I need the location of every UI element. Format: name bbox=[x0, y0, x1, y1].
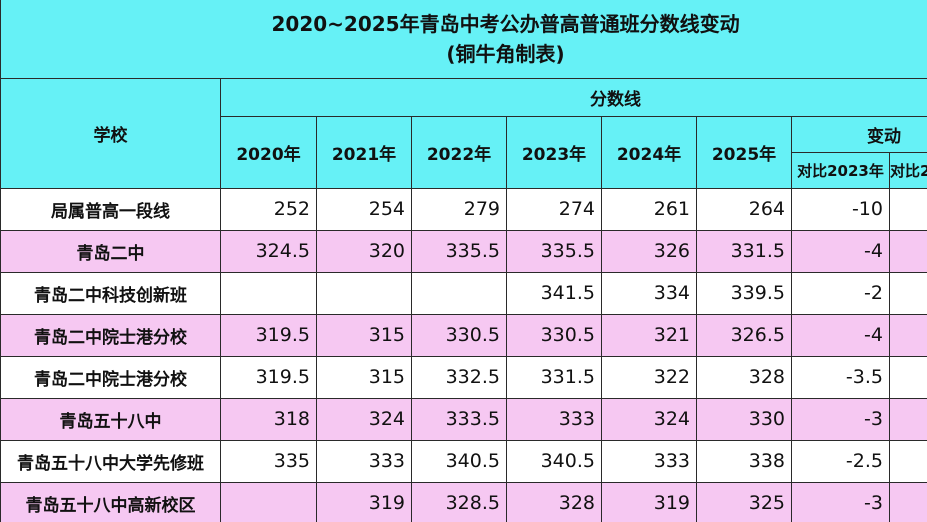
header-year-2023: 2023年 bbox=[506, 115, 602, 189]
change-cell: -2 bbox=[791, 271, 890, 315]
table-row: 青岛二中科技创新班 341.5 334 339.5 -2 bbox=[0, 271, 927, 315]
score-cell: 330.5 bbox=[411, 313, 507, 357]
score-cell: 325 bbox=[696, 481, 792, 522]
change-cell bbox=[888, 229, 927, 273]
change-cell bbox=[888, 313, 927, 357]
score-cell: 331.5 bbox=[506, 355, 602, 399]
score-cell: 333 bbox=[316, 439, 412, 483]
header-school: 学校 bbox=[0, 77, 221, 189]
score-cell: 315 bbox=[316, 313, 412, 357]
score-cell: 330.5 bbox=[506, 313, 602, 357]
score-cell: 333 bbox=[601, 439, 697, 483]
score-cell: 335.5 bbox=[411, 229, 507, 273]
change-cell: -2.5 bbox=[791, 439, 890, 483]
score-cell: 315 bbox=[316, 355, 412, 399]
score-cell: 328 bbox=[696, 355, 792, 399]
change-cell bbox=[888, 481, 927, 522]
row-school-name: 青岛二中科技创新班 bbox=[0, 271, 221, 315]
score-cell: 319 bbox=[601, 481, 697, 522]
header-change-vs-2023: 对比2023年 bbox=[791, 151, 890, 189]
table-row: 青岛二中 324.5 320 335.5 335.5 326 331.5 -4 bbox=[0, 229, 927, 273]
table-row: 局属普高一段线 252 254 279 274 261 264 -10 bbox=[0, 187, 927, 231]
score-cell: 324.5 bbox=[220, 229, 317, 273]
score-cell: 341.5 bbox=[506, 271, 602, 315]
score-cell: 340.5 bbox=[506, 439, 602, 483]
header-year-2020: 2020年 bbox=[220, 115, 317, 189]
score-cell: 328 bbox=[506, 481, 602, 522]
header-scores: 分数线 bbox=[219, 77, 927, 117]
score-cell: 319.5 bbox=[220, 355, 317, 399]
score-cell bbox=[220, 481, 317, 522]
score-cell bbox=[316, 271, 412, 315]
change-cell: -4 bbox=[791, 229, 890, 273]
table-row: 青岛五十八中高新校区 319 328.5 328 319 325 -3 bbox=[0, 481, 927, 522]
change-cell bbox=[888, 439, 927, 483]
score-cell: 335 bbox=[220, 439, 317, 483]
score-cell: 321 bbox=[601, 313, 697, 357]
table-row: 青岛五十八中 318 324 333.5 333 324 330 -3 bbox=[0, 397, 927, 441]
score-cell: 332.5 bbox=[411, 355, 507, 399]
header-change-vs-other: 对比2 bbox=[888, 151, 927, 189]
change-cell bbox=[888, 397, 927, 441]
score-cell: 333.5 bbox=[411, 397, 507, 441]
header-year-2021: 2021年 bbox=[316, 115, 412, 189]
row-school-name: 青岛五十八中高新校区 bbox=[0, 481, 221, 522]
row-school-name: 局属普高一段线 bbox=[0, 187, 221, 231]
table-row: 青岛二中院士港分校 319.5 315 332.5 331.5 322 328 … bbox=[0, 355, 927, 399]
score-cell: 339.5 bbox=[696, 271, 792, 315]
score-cell: 330 bbox=[696, 397, 792, 441]
table-row: 青岛二中院士港分校 319.5 315 330.5 330.5 321 326.… bbox=[0, 313, 927, 357]
score-cell: 333 bbox=[506, 397, 602, 441]
score-cell: 328.5 bbox=[411, 481, 507, 522]
score-cell: 279 bbox=[411, 187, 507, 231]
row-school-name: 青岛二中院士港分校 bbox=[0, 355, 221, 399]
score-cell: 338 bbox=[696, 439, 792, 483]
change-cell bbox=[888, 355, 927, 399]
score-cell: 252 bbox=[220, 187, 317, 231]
change-cell: -3 bbox=[791, 481, 890, 522]
table-row: 青岛五十八中大学先修班 335 333 340.5 340.5 333 338 … bbox=[0, 439, 927, 483]
score-cell bbox=[411, 271, 507, 315]
table-title: 2020~2025年青岛中考公办普高普通班分数线变动 (铜牛角制表) bbox=[0, 0, 927, 79]
header-change: 变动 bbox=[790, 115, 927, 153]
row-school-name: 青岛五十八中大学先修班 bbox=[0, 439, 221, 483]
change-cell: -3 bbox=[791, 397, 890, 441]
change-cell: -4 bbox=[791, 313, 890, 357]
score-cell: 324 bbox=[601, 397, 697, 441]
score-cell: 324 bbox=[316, 397, 412, 441]
score-cell: 274 bbox=[506, 187, 602, 231]
change-cell: -3.5 bbox=[791, 355, 890, 399]
header-year-2025: 2025年 bbox=[696, 115, 792, 189]
score-cell: 335.5 bbox=[506, 229, 602, 273]
score-cell: 322 bbox=[601, 355, 697, 399]
score-cell: 334 bbox=[601, 271, 697, 315]
row-school-name: 青岛二中 bbox=[0, 229, 221, 273]
score-cell: 264 bbox=[696, 187, 792, 231]
row-school-name: 青岛二中院士港分校 bbox=[0, 313, 221, 357]
score-cell bbox=[220, 271, 317, 315]
change-cell bbox=[888, 187, 927, 231]
score-cell: 319 bbox=[316, 481, 412, 522]
header-year-2022: 2022年 bbox=[411, 115, 507, 189]
score-cell: 331.5 bbox=[696, 229, 792, 273]
score-cell: 318 bbox=[220, 397, 317, 441]
score-cell: 326 bbox=[601, 229, 697, 273]
title-line-1: 2020~2025年青岛中考公办普高普通班分数线变动 bbox=[271, 11, 740, 36]
row-school-name: 青岛五十八中 bbox=[0, 397, 221, 441]
score-cell: 254 bbox=[316, 187, 412, 231]
title-line-2: (铜牛角制表) bbox=[446, 41, 565, 66]
header-year-2024: 2024年 bbox=[601, 115, 697, 189]
score-cell: 326.5 bbox=[696, 313, 792, 357]
score-cell: 340.5 bbox=[411, 439, 507, 483]
score-cell: 319.5 bbox=[220, 313, 317, 357]
change-cell: -10 bbox=[791, 187, 890, 231]
change-cell bbox=[888, 271, 927, 315]
score-cell: 261 bbox=[601, 187, 697, 231]
score-cell: 320 bbox=[316, 229, 412, 273]
